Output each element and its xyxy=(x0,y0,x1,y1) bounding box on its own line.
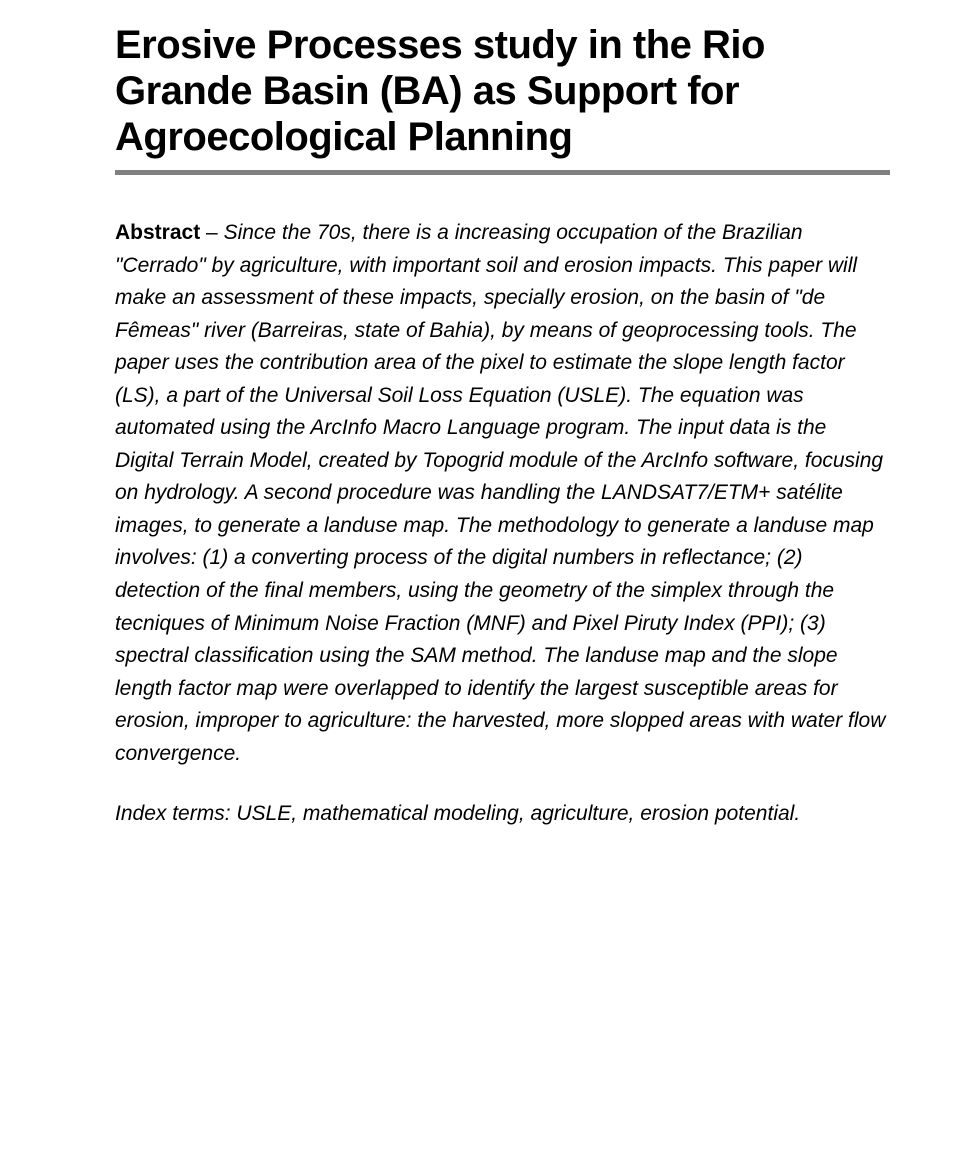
abstract-label: Abstract xyxy=(115,221,200,244)
index-terms: Index terms: USLE, mathematical modeling… xyxy=(115,802,890,826)
abstract-body: Since the 70s, there is a increasing occ… xyxy=(115,221,885,765)
abstract-paragraph: Abstract – Since the 70s, there is a inc… xyxy=(115,217,890,770)
title-underline-rule xyxy=(115,170,890,175)
document-title: Erosive Processes study in the Rio Grand… xyxy=(115,22,890,160)
abstract-separator: – xyxy=(200,221,223,244)
